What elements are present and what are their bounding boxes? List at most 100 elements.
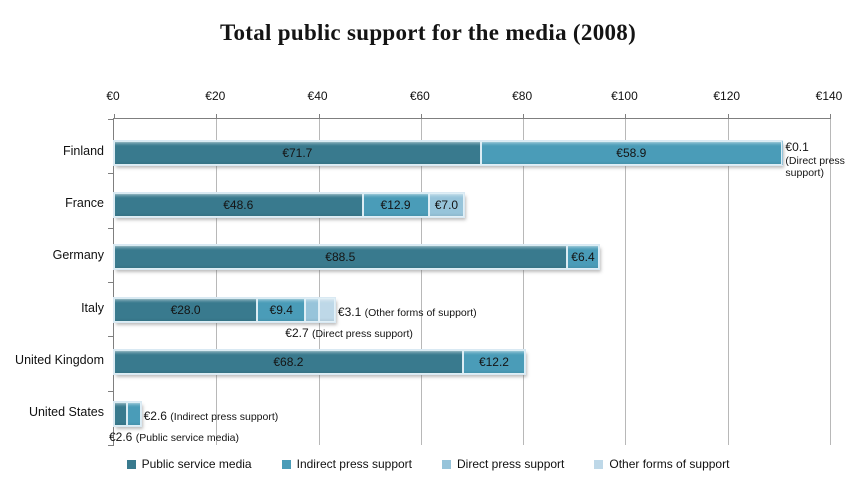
legend-label: Other forms of support — [609, 457, 730, 471]
note-value: €2.6 — [143, 409, 171, 423]
x-axis-tick — [727, 114, 729, 119]
x-axis-tick — [420, 114, 422, 119]
segment-value-label: €58.9 — [616, 146, 647, 160]
segment-right-note: €2.6 (Indirect press support) — [144, 407, 279, 425]
bar-segment: €28.0 — [114, 297, 258, 322]
note-text: (Indirect press support) — [170, 411, 279, 423]
segment-value-label: €6.4 — [571, 250, 595, 265]
y-axis-tick — [108, 391, 114, 392]
segment-value-label: €28.0 — [170, 302, 201, 317]
segment-value-label: €48.6 — [223, 198, 254, 213]
legend-item: Indirect press support — [281, 457, 412, 471]
bar-united-kingdom: €68.2 €12.2 — [112, 348, 527, 375]
chart-title: Total public support for the media (2008… — [219, 20, 637, 45]
legend-swatch — [442, 459, 451, 469]
x-axis-tick-label: €80 — [512, 89, 533, 103]
bar-united-states — [113, 401, 142, 427]
x-axis-tick — [114, 114, 115, 119]
segment-below-note: €2.6 (Public service media) — [109, 428, 239, 446]
x-axis-tick — [216, 114, 218, 119]
y-axis-tick — [108, 445, 114, 446]
bar-segment: €88.5 — [114, 245, 567, 270]
segment-value-label: €88.5 — [325, 250, 356, 265]
bar-italy: €28.0 €9.4 — [113, 296, 336, 323]
x-axis-tick-label: €120 — [713, 89, 741, 103]
y-axis-tick — [108, 119, 114, 120]
x-axis-tick-label: €20 — [205, 89, 226, 103]
note-text: (Other forms of support) — [364, 306, 477, 319]
y-axis-tick — [108, 228, 114, 229]
segment-value-label: €9.4 — [269, 302, 293, 317]
category-label: Finland — [63, 144, 104, 158]
note-text: (Direct press support) — [785, 154, 845, 179]
bar-segment: €12.9 — [362, 193, 429, 218]
note-value: €2.7 — [285, 325, 312, 340]
bar-segment — [305, 297, 320, 322]
legend: Public service media Indirect press suppo… — [0, 457, 856, 471]
legend-item: Public service media — [126, 457, 252, 471]
legend-item: Direct press support — [442, 457, 564, 471]
bar-germany: €88.5 €6.4 — [112, 244, 601, 271]
bar-segment — [114, 402, 128, 426]
gridline — [523, 119, 525, 445]
segment-value-label: €7.0 — [434, 198, 459, 213]
note-text: (Direct press support) — [311, 327, 413, 340]
bar-segment — [781, 141, 783, 165]
bar-france: €48.6 €12.9 €7.0 — [112, 192, 466, 219]
bar-segment — [319, 297, 335, 322]
segment-value-label: €12.9 — [380, 198, 411, 213]
gridline — [727, 119, 729, 445]
segment-below-note: €2.7 (Direct press support) — [285, 324, 413, 342]
x-axis-tick-label: €60 — [409, 89, 430, 103]
y-axis-tick — [108, 336, 114, 337]
bar-segment: €71.7 — [114, 141, 481, 165]
note-text: (Public service media) — [135, 432, 239, 444]
legend-swatch — [126, 459, 136, 469]
bar-segment: €68.2 — [114, 349, 463, 374]
category-label: Germany — [52, 248, 104, 263]
bar-segment: €7.0 — [428, 193, 465, 218]
bar-segment: €48.6 — [114, 193, 363, 218]
bar-segment: €58.9 — [480, 141, 782, 165]
legend-label: Direct press support — [457, 457, 565, 471]
x-axis-tick — [318, 114, 320, 119]
note-value: €2.6 — [109, 430, 136, 444]
bar-segment: €12.2 — [462, 349, 526, 374]
gridline — [420, 119, 422, 445]
bar-finland: €71.7 €58.9 — [112, 140, 784, 166]
legend-swatch — [281, 459, 291, 469]
bar-segment: €9.4 — [257, 297, 306, 322]
legend-item: Other forms of support — [594, 457, 729, 471]
category-label: United States — [28, 405, 104, 419]
x-axis-tick-label: €0 — [106, 89, 120, 103]
gridline — [318, 119, 320, 445]
segment-right-note: €3.1 (Other forms of support) — [338, 303, 477, 321]
plot-area: €71.7 €58.9 €0.1 (Direct press support) €48.… — [108, 114, 845, 446]
x-axis-tick — [523, 114, 525, 119]
y-axis-tick — [108, 173, 114, 174]
gridline — [216, 119, 218, 445]
x-axis-tick-label: €40 — [307, 89, 328, 103]
segment-right-note: €0.1 (Direct press support) — [785, 140, 856, 179]
category-label: Italy — [81, 300, 104, 315]
category-label: France — [65, 196, 104, 211]
note-value: €3.1 — [337, 304, 365, 319]
x-axis-tick-label: €140 — [815, 89, 843, 103]
segment-value-label: €68.2 — [273, 354, 304, 369]
gridline — [625, 119, 627, 445]
x-axis-tick — [625, 114, 627, 119]
bar-segment: €6.4 — [566, 245, 600, 270]
x-axis-tick — [830, 114, 831, 119]
bar-segment — [127, 402, 141, 426]
legend-swatch — [594, 459, 604, 469]
y-axis-tick — [108, 282, 114, 283]
x-axis-tick-label: €100 — [611, 89, 638, 103]
category-label: United Kingdom — [15, 352, 104, 367]
note-value: €0.1 — [785, 140, 809, 154]
legend-label: Indirect press support — [296, 457, 412, 471]
gridline — [830, 119, 831, 445]
segment-value-label: €12.2 — [478, 354, 509, 369]
legend-label: Public service media — [141, 457, 252, 471]
segment-value-label: €71.7 — [282, 146, 313, 160]
